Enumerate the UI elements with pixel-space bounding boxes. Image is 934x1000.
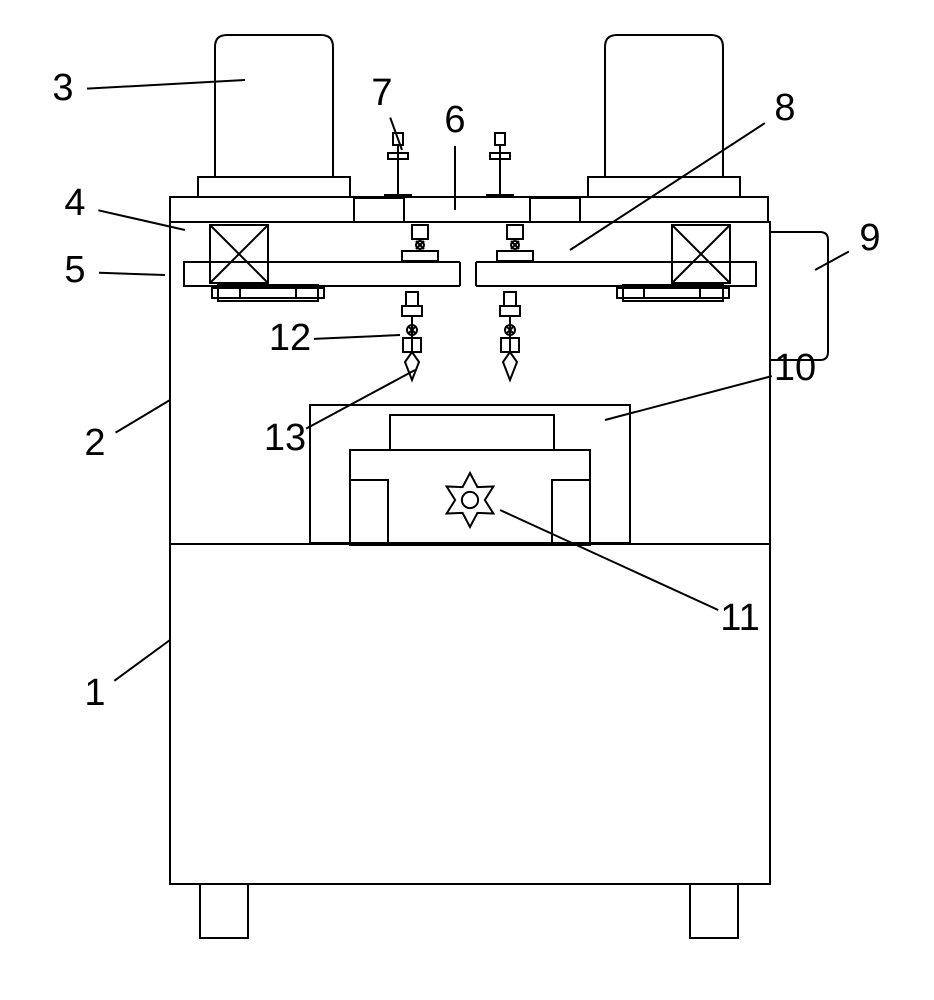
callout-label: 5 [64, 249, 85, 291]
leader-line [314, 335, 400, 339]
technical-drawing: 12345678910111213 [0, 0, 934, 1000]
callout-label: 12 [269, 317, 311, 359]
leader-line [500, 510, 718, 610]
callout-label: 1 [84, 672, 105, 714]
callout-label: 8 [774, 87, 795, 129]
callout-label: 11 [720, 597, 759, 639]
leader-line [87, 80, 245, 89]
callout-label: 4 [64, 182, 85, 224]
leader-line [116, 400, 170, 433]
leader-line [306, 370, 415, 429]
leader-line [98, 210, 185, 230]
leader-line [99, 273, 165, 275]
leader-line [570, 123, 765, 250]
callout-label: 7 [371, 72, 392, 114]
callout-label: 3 [52, 67, 73, 109]
callout-label: 10 [774, 347, 816, 389]
leader-line [114, 640, 170, 681]
callout-label: 6 [444, 99, 465, 141]
callout-label: 2 [84, 422, 105, 464]
callout-label: 9 [859, 217, 880, 259]
leader-line [815, 251, 849, 270]
leader-line [605, 376, 772, 420]
callout-label: 13 [264, 417, 306, 459]
